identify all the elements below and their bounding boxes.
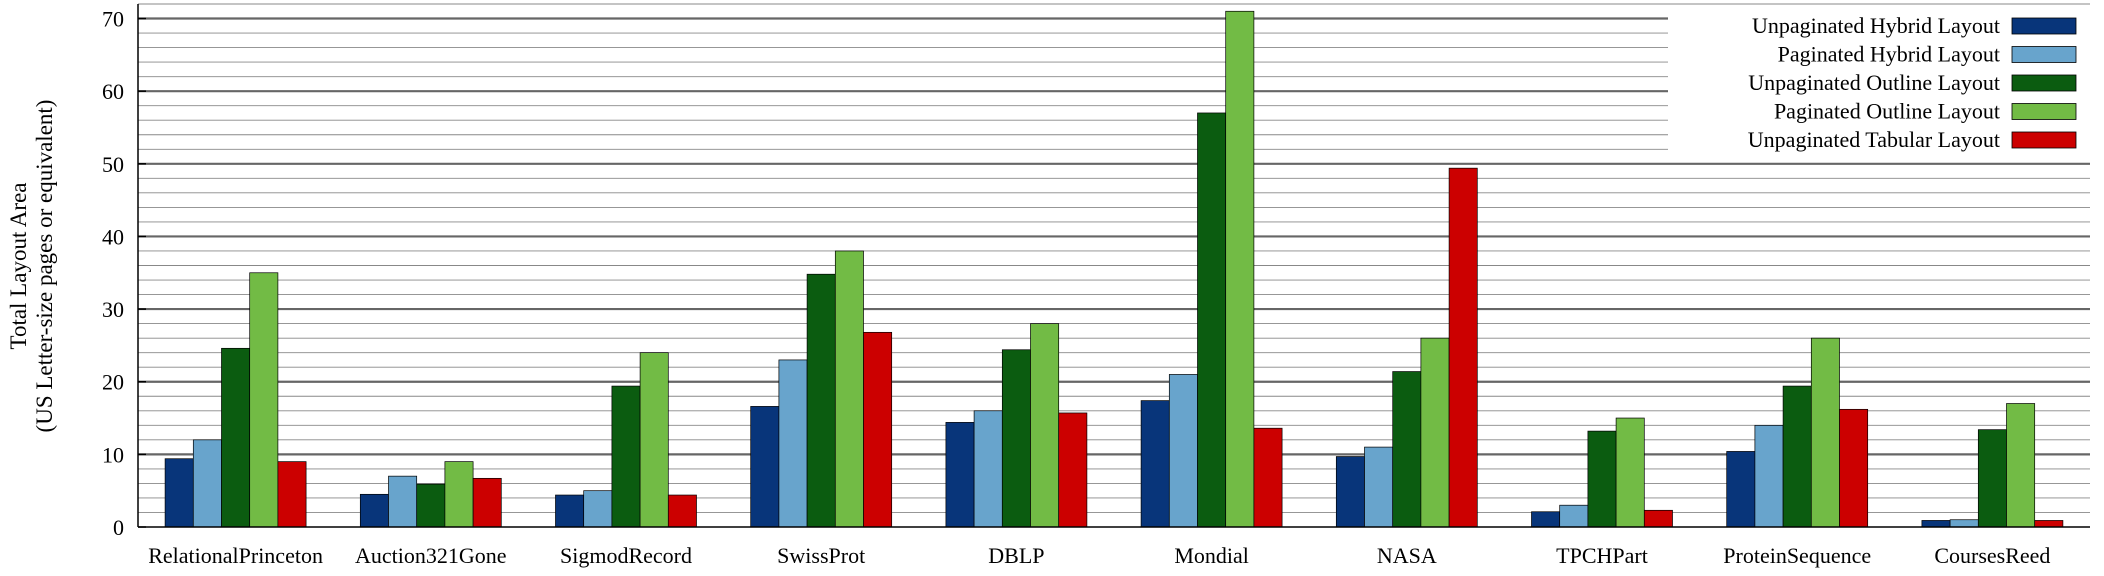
bars [164,10,2064,528]
bar-Mondial-3 [1225,10,1255,528]
bar-SigmodRecord-4 [667,494,697,528]
bar-RelationalPrinceton-2 [221,347,251,528]
bar-SwissProt-1 [778,359,808,528]
x-tick-label: RelationalPrinceton [148,543,323,568]
bar-Mondial-4 [1253,427,1283,528]
bar-NASA-4 [1448,167,1478,528]
x-tick-labels: RelationalPrinceton Auction321Gone SigmodR… [148,543,2050,568]
bar-ProteinSequence-3 [1810,337,1840,528]
legend-label: Paginated Hybrid Layout [1778,42,2000,67]
bar-RelationalPrinceton-4 [277,461,307,528]
bar-CoursesReed-2 [1977,429,2007,528]
bar-RelationalPrinceton-1 [192,439,222,528]
bar-CoursesReed-0 [1921,520,1951,528]
bar-NASA-2 [1392,371,1422,528]
bar-SwissProt-4 [863,331,893,528]
bar-Mondial-0 [1140,400,1170,528]
bar-SwissProt-3 [834,250,864,528]
bar-CoursesReed-4 [2034,520,2064,528]
bar-SigmodRecord-0 [555,494,585,528]
y-tick-label: 10 [102,442,124,467]
bar-SigmodRecord-3 [639,352,669,528]
y-tick-label: 50 [102,152,124,177]
bar-SigmodRecord-2 [611,385,641,528]
bar-RelationalPrinceton-0 [164,458,194,528]
bar-NASA-3 [1420,337,1450,528]
bar-DBLP-2 [1001,349,1031,528]
legend-label: Paginated Outline Layout [1774,99,2000,124]
legend-label: Unpaginated Hybrid Layout [1752,13,2000,38]
y-tick-label: 70 [102,7,124,32]
bar-DBLP-4 [1058,412,1088,528]
x-tick-label: CoursesReed [1934,543,2050,568]
y-axis-label: Total Layout Area (US Letter-size pages … [6,100,57,433]
bar-DBLP-0 [945,422,975,528]
bar-ProteinSequence-2 [1782,385,1812,528]
legend-label: Unpaginated Tabular Layout [1748,127,2000,152]
bar-NASA-1 [1364,446,1394,528]
y-tick-label: 60 [102,79,124,104]
bar-NASA-0 [1335,456,1365,528]
bar-SwissProt-0 [750,406,780,528]
x-tick-label: SwissProt [777,543,865,568]
bar-ProteinSequence-0 [1726,451,1756,528]
axes [137,4,2090,528]
x-tick-label: Mondial [1174,543,1249,568]
bar-Auction321Gone-3 [444,461,474,528]
bar-TPCHPart-3 [1615,417,1645,528]
y-axis-label-line-1: Total Layout Area [6,183,31,350]
y-tick-label: 30 [102,297,124,322]
bar-ProteinSequence-4 [1839,408,1869,528]
legend-swatch [2011,131,2077,149]
legend: Unpaginated Hybrid Layout Paginated Hybri… [1668,10,2082,161]
bar-Auction321Gone-2 [416,483,446,528]
bar-RelationalPrinceton-3 [249,272,279,528]
bar-SigmodRecord-1 [583,490,613,528]
x-tick-label: DBLP [988,543,1044,568]
x-tick-label: Auction321Gone [355,543,507,568]
bar-DBLP-3 [1030,323,1060,528]
x-tick-label: TPCHPart [1556,543,1648,568]
bar-Mondial-2 [1197,112,1227,528]
legend-swatch [2011,74,2077,92]
grid-lines [138,3,2090,513]
bar-Mondial-1 [1168,374,1198,528]
y-tick-label: 40 [102,224,124,249]
legend-swatch [2011,17,2077,35]
bar-TPCHPart-1 [1559,504,1589,528]
bar-Auction321Gone-0 [359,493,389,528]
y-tick-label: 20 [102,370,124,395]
x-tick-label: ProteinSequence [1723,543,1871,568]
x-tick-label: NASA [1377,543,1437,568]
bar-TPCHPart-4 [1643,509,1673,528]
bar-Auction321Gone-4 [472,477,502,528]
x-tick-label: SigmodRecord [560,543,692,568]
bar-ProteinSequence-1 [1754,424,1784,528]
bar-CoursesReed-1 [1949,519,1979,528]
bar-TPCHPart-2 [1587,430,1617,528]
bar-TPCHPart-0 [1531,511,1561,528]
bar-Auction321Gone-1 [388,475,418,528]
y-tick-label: 0 [113,515,124,540]
bar-DBLP-1 [973,410,1003,528]
y-tick-labels: 0 10 20 30 40 50 60 70 [102,7,124,540]
y-axis-label-line-2: (US Letter-size pages or equivalent) [32,100,57,433]
legend-swatch [2011,103,2077,120]
legend-label: Unpaginated Outline Layout [1748,70,2000,95]
legend-swatch [2011,46,2077,63]
bar-SwissProt-2 [806,273,836,528]
bar-CoursesReed-3 [2006,403,2036,528]
